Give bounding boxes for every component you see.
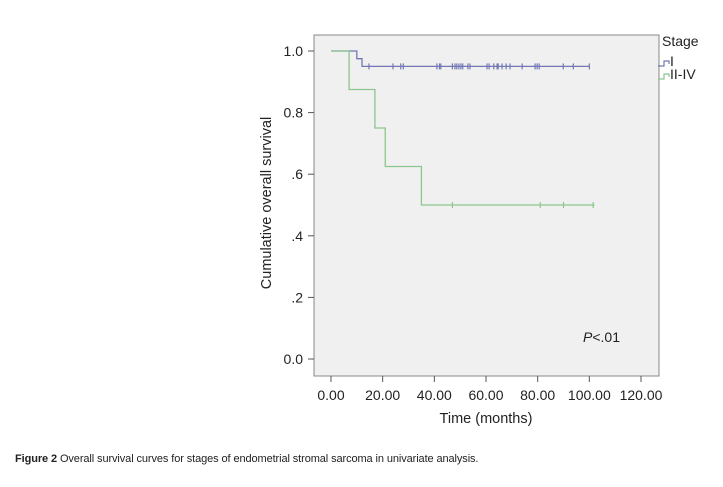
legend: Stage III-IV (658, 33, 699, 82)
x-axis-title: Time (months) (440, 411, 533, 427)
survival-curve (331, 50, 590, 68)
legend-entries: III-IV (658, 53, 696, 82)
figure-caption: Figure 2 Overall survival curves for sta… (15, 453, 479, 465)
y-axis-title: Cumulative overall survival (259, 117, 275, 289)
legend-step-icon (658, 60, 670, 67)
y-tick-label: 0.0 (284, 351, 304, 367)
series-layer (331, 50, 595, 208)
y-tick-label: .6 (291, 166, 303, 182)
x-tick-label: 80.00 (520, 387, 555, 403)
p-value-annotation: P<.01 (583, 329, 620, 345)
x-tick-label: 40.00 (417, 387, 452, 403)
x-tick-label: 120.00 (620, 387, 663, 403)
y-tick-label: 1.0 (284, 43, 304, 59)
legend-label: II-IV (670, 66, 696, 82)
y-tick-label: .2 (291, 289, 303, 305)
y-tick-label: .4 (291, 228, 303, 244)
legend-step-icon (658, 73, 670, 80)
p-value-rest: <.01 (592, 329, 620, 345)
legend-label: I (670, 53, 674, 69)
x-axis: 0.00 20.00 40.00 60.00 80.00 100.00 120.00 (317, 376, 663, 403)
legend-entry: II-IV (658, 66, 696, 82)
figure-label: Figure 2 (15, 453, 57, 465)
figure-caption-text: Overall survival curves for stages of en… (57, 453, 479, 465)
survival-curve (331, 50, 595, 206)
legend-entry: I (658, 53, 674, 69)
x-tick-label: 100.00 (568, 387, 611, 403)
x-tick-label: 20.00 (365, 387, 400, 403)
y-tick-label: 0.8 (284, 105, 304, 121)
x-tick-label: 0.00 (317, 387, 344, 403)
x-tick-label: 60.00 (468, 387, 503, 403)
y-axis: 0.0 .2 .4 .6 0.8 1.0 (284, 43, 314, 367)
p-value-italic: P (583, 329, 593, 345)
legend-title: Stage (662, 33, 699, 49)
series-ii-iv (331, 50, 595, 208)
series-i (331, 50, 590, 70)
